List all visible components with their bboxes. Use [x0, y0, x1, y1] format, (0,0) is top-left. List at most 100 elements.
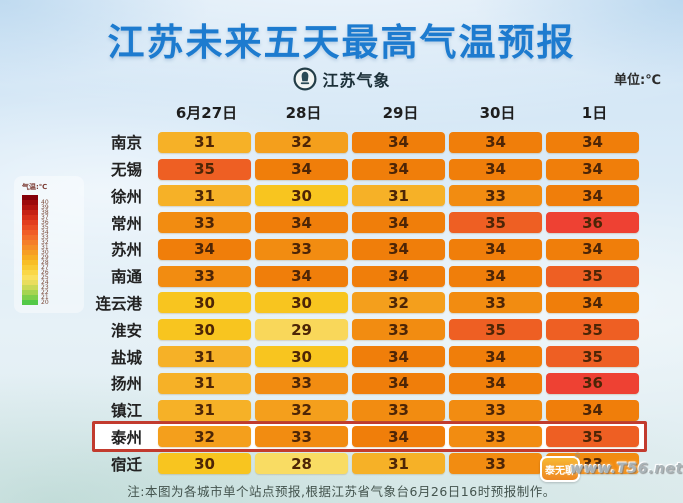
temp-cell: 30 — [255, 185, 348, 207]
city-label: 徐州 — [110, 187, 142, 206]
legend-item: 21 — [22, 294, 84, 301]
table-row: 常州 33 34 34 35 36 — [60, 209, 643, 236]
temp-cell: 34 — [546, 238, 639, 260]
legend-tick-label: 35 — [41, 224, 49, 231]
temp-cell: 33 — [352, 399, 445, 421]
temp-cell: 34 — [352, 265, 445, 287]
temp-cell: 36 — [546, 212, 639, 234]
brand-name: 江苏气象 — [322, 71, 391, 90]
city-label: 南京 — [110, 134, 142, 153]
date-header: 6月27日 — [175, 104, 238, 122]
table-row: 镇江 31 32 33 33 34 — [60, 397, 643, 424]
header-spacer — [60, 102, 158, 123]
city-label: 泰州 — [110, 428, 142, 447]
legend-item: 33 — [22, 235, 84, 241]
date-header: 29日 — [382, 104, 419, 122]
temp-cell: 34 — [546, 185, 639, 207]
temp-cell: 34 — [449, 238, 542, 260]
watermark-reg-mark: ® — [574, 452, 581, 460]
legend-item: 24 — [22, 280, 84, 286]
watermark-logo: 泰无聊 — [540, 456, 580, 482]
table-row: 连云港 30 30 32 33 34 — [60, 290, 643, 317]
legend-tick-label: 23 — [41, 284, 49, 291]
legend-tick-label: 21 — [41, 294, 49, 301]
legend-tick-label: 37 — [41, 214, 49, 221]
city-label: 扬州 — [110, 375, 142, 394]
legend-color-block — [22, 210, 38, 215]
legend-item: 35 — [22, 224, 84, 231]
legend-item: 40 — [22, 199, 84, 206]
temp-cell: 30 — [158, 453, 251, 475]
table-row: 南京 31 32 34 34 34 — [60, 129, 643, 156]
table-row: 盐城 31 30 34 34 35 — [60, 343, 643, 370]
temp-cell: 34 — [449, 265, 542, 287]
city-label: 无锡 — [110, 161, 142, 180]
legend-tick-label: 31 — [41, 244, 49, 251]
legend-item: 27 — [22, 265, 84, 271]
legend-tick-label: 20 — [41, 299, 49, 306]
city-label: 苏州 — [110, 241, 142, 260]
footer-note: 注:本图为各城市单个站点预报,根据江苏省气象台6月26日16时预报制作。 — [127, 484, 556, 499]
legend-color-block — [22, 195, 38, 200]
date-header: 30日 — [479, 104, 516, 122]
legend-color-block — [22, 295, 38, 300]
temp-cell: 34 — [352, 372, 445, 394]
temp-cell: 32 — [158, 426, 251, 448]
temp-cell: 34 — [352, 131, 445, 153]
temp-cell: 34 — [352, 238, 445, 260]
date-header: 1日 — [581, 104, 608, 122]
legend-tick-label: 28 — [41, 259, 49, 266]
legend-tick-label: 40 — [41, 199, 49, 206]
legend-color-block — [22, 300, 38, 305]
brand-logo: 江苏气象 — [292, 67, 390, 91]
legend-item: 26 — [22, 270, 84, 276]
legend-item: 32 — [22, 239, 84, 246]
legend-tick-label: 32 — [41, 239, 49, 246]
temp-cell: 35 — [158, 158, 251, 180]
temp-cell: 34 — [255, 212, 348, 234]
temp-cell: 34 — [255, 265, 348, 287]
temp-cell: 30 — [158, 292, 251, 314]
temp-cell: 33 — [255, 238, 348, 260]
temp-cell: 31 — [158, 185, 251, 207]
city-label: 盐城 — [110, 348, 142, 367]
temp-cell: 34 — [352, 426, 445, 448]
temp-cell: 33 — [449, 185, 542, 207]
temp-cell: 32 — [255, 131, 348, 153]
legend-tick-label: 22 — [41, 289, 49, 296]
temp-cell: 31 — [352, 453, 445, 475]
temp-cell: 31 — [158, 346, 251, 367]
legend-item: 37 — [22, 214, 84, 221]
legend-item: 31 — [22, 244, 84, 251]
table-row: 徐州 31 30 31 33 34 — [60, 183, 643, 210]
legend-color-block — [22, 290, 38, 295]
temp-cell: 33 — [449, 426, 542, 448]
temp-cell: 30 — [255, 346, 348, 367]
legend-color-block — [22, 225, 38, 230]
temp-cell: 34 — [546, 131, 639, 153]
legend-tick-label: 39 — [41, 204, 49, 211]
temp-cell: 35 — [449, 212, 542, 234]
temp-cell: 29 — [255, 319, 348, 341]
legend-color-block — [22, 255, 38, 260]
unit-label: 单位:℃ — [614, 73, 661, 88]
legend-color-block — [22, 260, 38, 265]
temp-cell: 34 — [546, 292, 639, 314]
legend-tick-label: 29 — [41, 254, 49, 261]
legend-tick-label: 36 — [41, 219, 49, 226]
temp-cell: 30 — [255, 292, 348, 314]
legend-color-block — [22, 200, 38, 205]
legend-item: 39 — [22, 204, 84, 211]
temp-cell: 34 — [352, 212, 445, 234]
legend-item: 29 — [22, 254, 84, 261]
page-title: 江苏未来五天最高气温预报 — [107, 21, 576, 64]
legend-color-block — [22, 235, 38, 240]
legend-tick-label: 30 — [41, 249, 49, 256]
legend-color-block — [22, 215, 38, 220]
temp-cell: 35 — [449, 319, 542, 341]
table-row: 淮安 30 29 33 35 35 — [60, 316, 643, 343]
legend-color-block — [22, 280, 38, 285]
city-label: 连云港 — [95, 294, 142, 313]
legend-item: 25 — [22, 275, 84, 281]
city-label: 常州 — [110, 214, 142, 233]
